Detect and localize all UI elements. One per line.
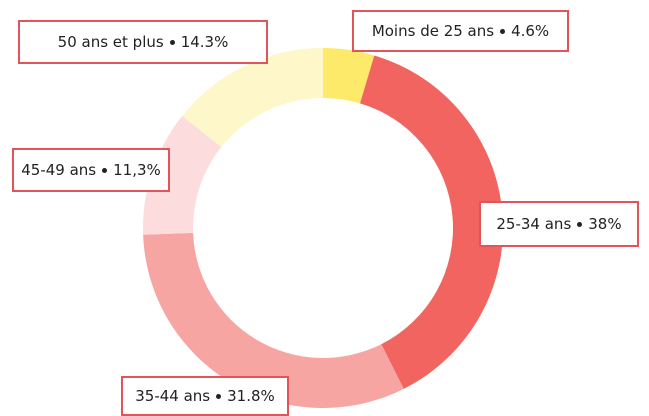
donut-segment bbox=[143, 232, 404, 408]
segment-label: 45-49 ans 11,3% bbox=[12, 148, 170, 192]
segment-label: 50 ans et plus 14.3% bbox=[18, 20, 268, 64]
segment-label: Moins de 25 ans 4.6% bbox=[352, 10, 569, 52]
category-name: 45-49 ans bbox=[21, 161, 97, 179]
value-label: 38% bbox=[588, 215, 622, 233]
category-name: 50 ans et plus bbox=[57, 33, 164, 51]
donut-segment bbox=[360, 55, 504, 389]
category-name: 35-44 ans bbox=[135, 387, 211, 405]
separator-dot bbox=[500, 28, 506, 34]
separator-dot bbox=[169, 39, 175, 45]
value-label: 31.8% bbox=[227, 387, 275, 405]
value-label: 14.3% bbox=[180, 33, 229, 51]
segment-label: 35-44 ans 31.8% bbox=[121, 376, 289, 416]
value-label: 4.6% bbox=[511, 22, 550, 40]
value-label: 11,3% bbox=[113, 161, 161, 179]
separator-dot bbox=[102, 167, 108, 173]
donut-segment bbox=[182, 48, 323, 148]
separator-dot bbox=[577, 221, 583, 227]
donut-segment bbox=[143, 115, 222, 235]
category-name: 25-34 ans bbox=[496, 215, 572, 233]
separator-dot bbox=[216, 393, 222, 399]
segment-label: 25-34 ans 38% bbox=[479, 201, 639, 247]
category-name: Moins de 25 ans bbox=[371, 22, 495, 40]
donut-segment bbox=[323, 48, 375, 104]
